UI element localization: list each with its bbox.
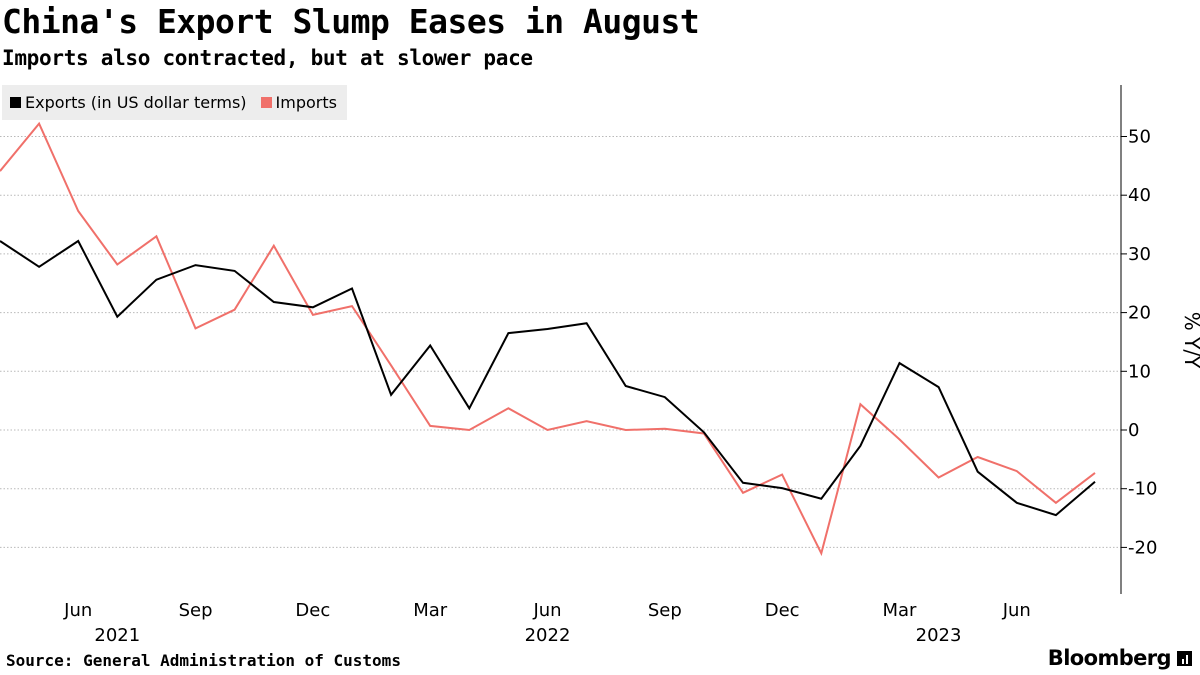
legend-item-imports: Imports bbox=[260, 93, 337, 112]
bar-chart-icon bbox=[1177, 650, 1192, 666]
y-tick-label: 0 bbox=[1128, 420, 1139, 441]
y-tick-label: -10 bbox=[1128, 479, 1157, 500]
legend-label-exports: Exports (in US dollar terms) bbox=[25, 93, 247, 112]
legend: Exports (in US dollar terms) Imports bbox=[2, 85, 347, 120]
gridlines bbox=[0, 136, 1121, 548]
y-tick-label: 40 bbox=[1128, 185, 1151, 206]
x-year-label: 2021 bbox=[94, 625, 140, 646]
chart-title: China's Export Slump Eases in August bbox=[2, 2, 700, 41]
y-tick-label: 50 bbox=[1128, 127, 1151, 148]
brand-name: Bloomberg bbox=[1047, 646, 1172, 670]
y-axis-label: % Y/Y bbox=[1180, 312, 1200, 369]
x-year-label: 2023 bbox=[916, 625, 962, 646]
y-tick-label: -20 bbox=[1128, 537, 1157, 558]
x-tick-label: Mar bbox=[882, 600, 917, 621]
x-tick-label: Jun bbox=[63, 600, 92, 621]
legend-item-exports: Exports (in US dollar terms) bbox=[10, 93, 247, 112]
y-axis: 50 40 30 20 10 0 -10 -20 % Y/Y bbox=[1120, 85, 1200, 594]
y-tick-label: 30 bbox=[1128, 244, 1151, 265]
series-lines bbox=[0, 121, 1096, 557]
series-line-imports bbox=[0, 121, 1096, 557]
x-tick-label: Sep bbox=[179, 600, 213, 621]
x-tick-label: Dec bbox=[295, 600, 330, 621]
legend-swatch-imports bbox=[260, 97, 272, 108]
x-tick-label: Dec bbox=[765, 600, 800, 621]
source-note: Source: General Administration of Custom… bbox=[6, 651, 401, 670]
legend-label-imports: Imports bbox=[275, 93, 337, 112]
x-tick-label: Jun bbox=[1002, 600, 1031, 621]
bloomberg-logo: Bloomberg bbox=[1048, 646, 1192, 670]
x-year-label: 2022 bbox=[525, 625, 571, 646]
series-line-exports bbox=[0, 239, 1096, 517]
x-tick-label: Jun bbox=[532, 600, 561, 621]
x-tick-label: Mar bbox=[413, 600, 448, 621]
legend-swatch-exports bbox=[10, 97, 21, 108]
x-tick-label: Sep bbox=[648, 600, 682, 621]
y-tick-label: 20 bbox=[1128, 303, 1151, 324]
y-tick-label: 10 bbox=[1128, 361, 1151, 382]
chart-subtitle: Imports also contracted, but at slower p… bbox=[2, 46, 533, 70]
